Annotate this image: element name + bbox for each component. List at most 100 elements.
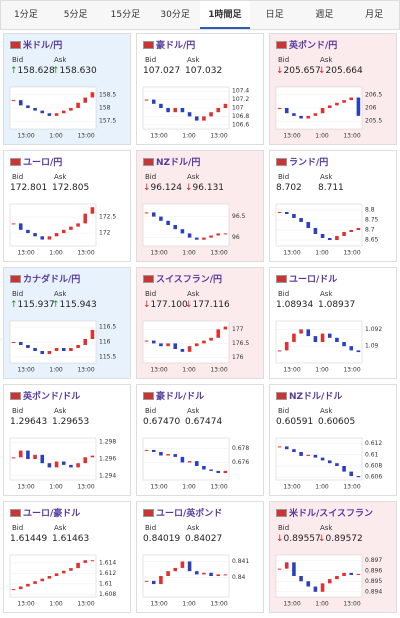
mini-chart: 0.897 0.896 0.895 0.894 13:00 1:00 13:00	[275, 554, 382, 608]
mini-chart: 1.298 1.296 1.294 13:00 1:00 13:00	[9, 437, 116, 491]
candle	[313, 586, 318, 592]
trend-arrow: ↓	[276, 66, 284, 76]
candle	[47, 576, 52, 579]
currency-card[interactable]: 米ドル/円 Bid Ask ↑158.628 ↑158.630 158.5 158 157.5…	[3, 33, 131, 145]
bid-price: 0.60591	[276, 417, 314, 427]
candle	[18, 223, 23, 230]
candle	[173, 343, 178, 349]
x-tick-label: 1:00	[182, 484, 196, 491]
x-tick-label: 13:00	[210, 484, 227, 491]
bid-price: 8.702	[276, 183, 302, 193]
candle	[180, 561, 185, 568]
x-tick-label: 13:00	[343, 250, 360, 257]
x-tick-label: 13:00	[283, 367, 300, 374]
candle	[54, 461, 59, 468]
trend-arrow: ↓	[185, 183, 193, 193]
candle	[342, 342, 346, 347]
x-tick-label: 1:00	[315, 133, 329, 140]
candle	[151, 340, 156, 344]
candle	[299, 576, 303, 582]
candle	[277, 212, 282, 213]
currency-card[interactable]: 英ポンド/ドル Bid Ask 1.29643 1.29653 1.298 1.296 1.2…	[3, 384, 131, 496]
tab[interactable]: 15分足	[110, 10, 141, 20]
candle	[320, 108, 325, 114]
candle	[356, 97, 361, 116]
candle	[166, 571, 170, 576]
bid-value: ↓0.89557	[276, 534, 321, 544]
candle	[18, 450, 23, 458]
x-tick-label: 13:00	[283, 133, 300, 140]
candle	[151, 99, 156, 104]
candle	[159, 343, 163, 347]
trend-arrow: ↑	[10, 66, 18, 76]
trend-arrow: ↑	[52, 300, 60, 310]
candle	[202, 572, 206, 575]
y-tick-label: 0.606	[365, 474, 382, 481]
pair-name: 米ドル/スイスフラン	[289, 509, 374, 519]
tab[interactable]: 週足	[315, 10, 334, 20]
candle	[216, 108, 221, 113]
candle	[26, 583, 30, 587]
currency-card[interactable]: 豪ドル/円 Bid Ask 107.027 107.032 107.4 107.2 107 10…	[136, 33, 264, 145]
currency-card[interactable]: ユーロ/英ポンド Bid Ask 0.84019 0.84027 0.841 0.84 13:…	[136, 501, 264, 613]
currency-card[interactable]: ユーロ/豪ドル Bid Ask 1.61449 1.61463 1.614 1.612 1.6…	[3, 501, 131, 613]
y-tick-label: 172	[99, 230, 111, 237]
y-tick-label: 158.5	[99, 91, 116, 98]
tab[interactable]: 5分足	[63, 10, 88, 20]
flag	[276, 41, 287, 49]
candle	[11, 342, 16, 343]
candle	[349, 346, 354, 351]
bid-label: Bid	[145, 524, 157, 532]
tab[interactable]: 日足	[265, 10, 284, 20]
currency-card[interactable]: 英ポンド/円 Bid Ask ↓205.657 ↓205.664 206.5 206 205.…	[269, 33, 397, 145]
candle	[209, 572, 213, 576]
x-tick-label: 13:00	[343, 601, 360, 608]
currency-card[interactable]: ランド/円 Bid Ask 8.702 8.711 8.8 8.75 8.7 8.65 13:00…	[269, 150, 397, 262]
candle	[33, 581, 37, 584]
pair-name: 英ポンド/ドル	[23, 392, 81, 402]
ask-price: 1.08937	[318, 300, 356, 310]
tab[interactable]: 30分足	[160, 10, 190, 20]
y-tick-label: 158	[99, 105, 111, 112]
currency-card[interactable]: 米ドル/スイスフラン Bid Ask ↓0.89557 ↓0.89572 0.897 0.8…	[269, 501, 397, 613]
x-tick-label: 13:00	[150, 367, 167, 374]
ask-price: 96.131	[192, 183, 225, 193]
candle	[284, 342, 289, 351]
currency-card[interactable]: ユーロ/ドル Bid Ask 1.08934 1.08937 1.092 1.09 13:00…	[269, 267, 397, 379]
tab[interactable]: 1時間足	[200, 1, 250, 29]
tab[interactable]: 1分足	[14, 10, 38, 20]
bid-price: 96.124	[150, 183, 183, 193]
flag	[276, 392, 287, 400]
y-tick-label: 205.5	[365, 118, 382, 125]
currency-card[interactable]: ユーロ/円 Bid Ask 172.801 172.805 172.5 172 13:00 1:…	[3, 150, 131, 262]
pair-name: 英ポンド/円	[289, 41, 338, 51]
candle	[76, 345, 80, 348]
currency-card[interactable]: NZドル/ドル Bid Ask 0.60591 0.60605 0.612 0.61 0.60…	[269, 384, 397, 496]
candle	[40, 110, 45, 114]
currency-card[interactable]: スイスフラン/円 Bid Ask ↓177.100 ↓177.116 177 176.5 17…	[136, 267, 264, 379]
currency-card[interactable]: カナダドル/円 Bid Ask ↑115.937 ↑115.943 116.5 116 115…	[3, 267, 131, 379]
currency-card[interactable]: 豪ドル/ドル Bid Ask 0.67470 0.67474 0.678 0.676 13:0…	[136, 384, 264, 496]
y-tick-label: 1.614	[99, 559, 116, 566]
plot-area	[142, 203, 230, 247]
candle	[223, 574, 228, 576]
candle	[223, 233, 228, 235]
ask-value: 8.711	[318, 183, 344, 193]
candle	[194, 237, 199, 240]
y-tick-label: 1.296	[99, 456, 116, 463]
trend-arrow: ↓	[276, 534, 284, 544]
bid-label: Bid	[278, 56, 290, 64]
ask-value: 0.67474	[185, 417, 222, 427]
x-tick-label: 13:00	[210, 367, 227, 374]
candle	[313, 454, 318, 458]
y-tick-label: 0.896	[365, 567, 382, 574]
candle	[180, 229, 185, 234]
currency-card[interactable]: NZドル/円 Bid Ask ↓96.124 ↓96.131 96.5 96 13:00 1:0…	[136, 150, 264, 262]
ask-label: Ask	[54, 56, 67, 64]
plot-area	[142, 437, 230, 481]
x-tick-label: 13:00	[283, 484, 300, 491]
x-tick-label: 13:00	[210, 250, 227, 257]
tab[interactable]: 月足	[365, 10, 384, 20]
trend-arrow: ↓	[318, 534, 326, 544]
y-tick-label: 107.2	[232, 96, 249, 103]
